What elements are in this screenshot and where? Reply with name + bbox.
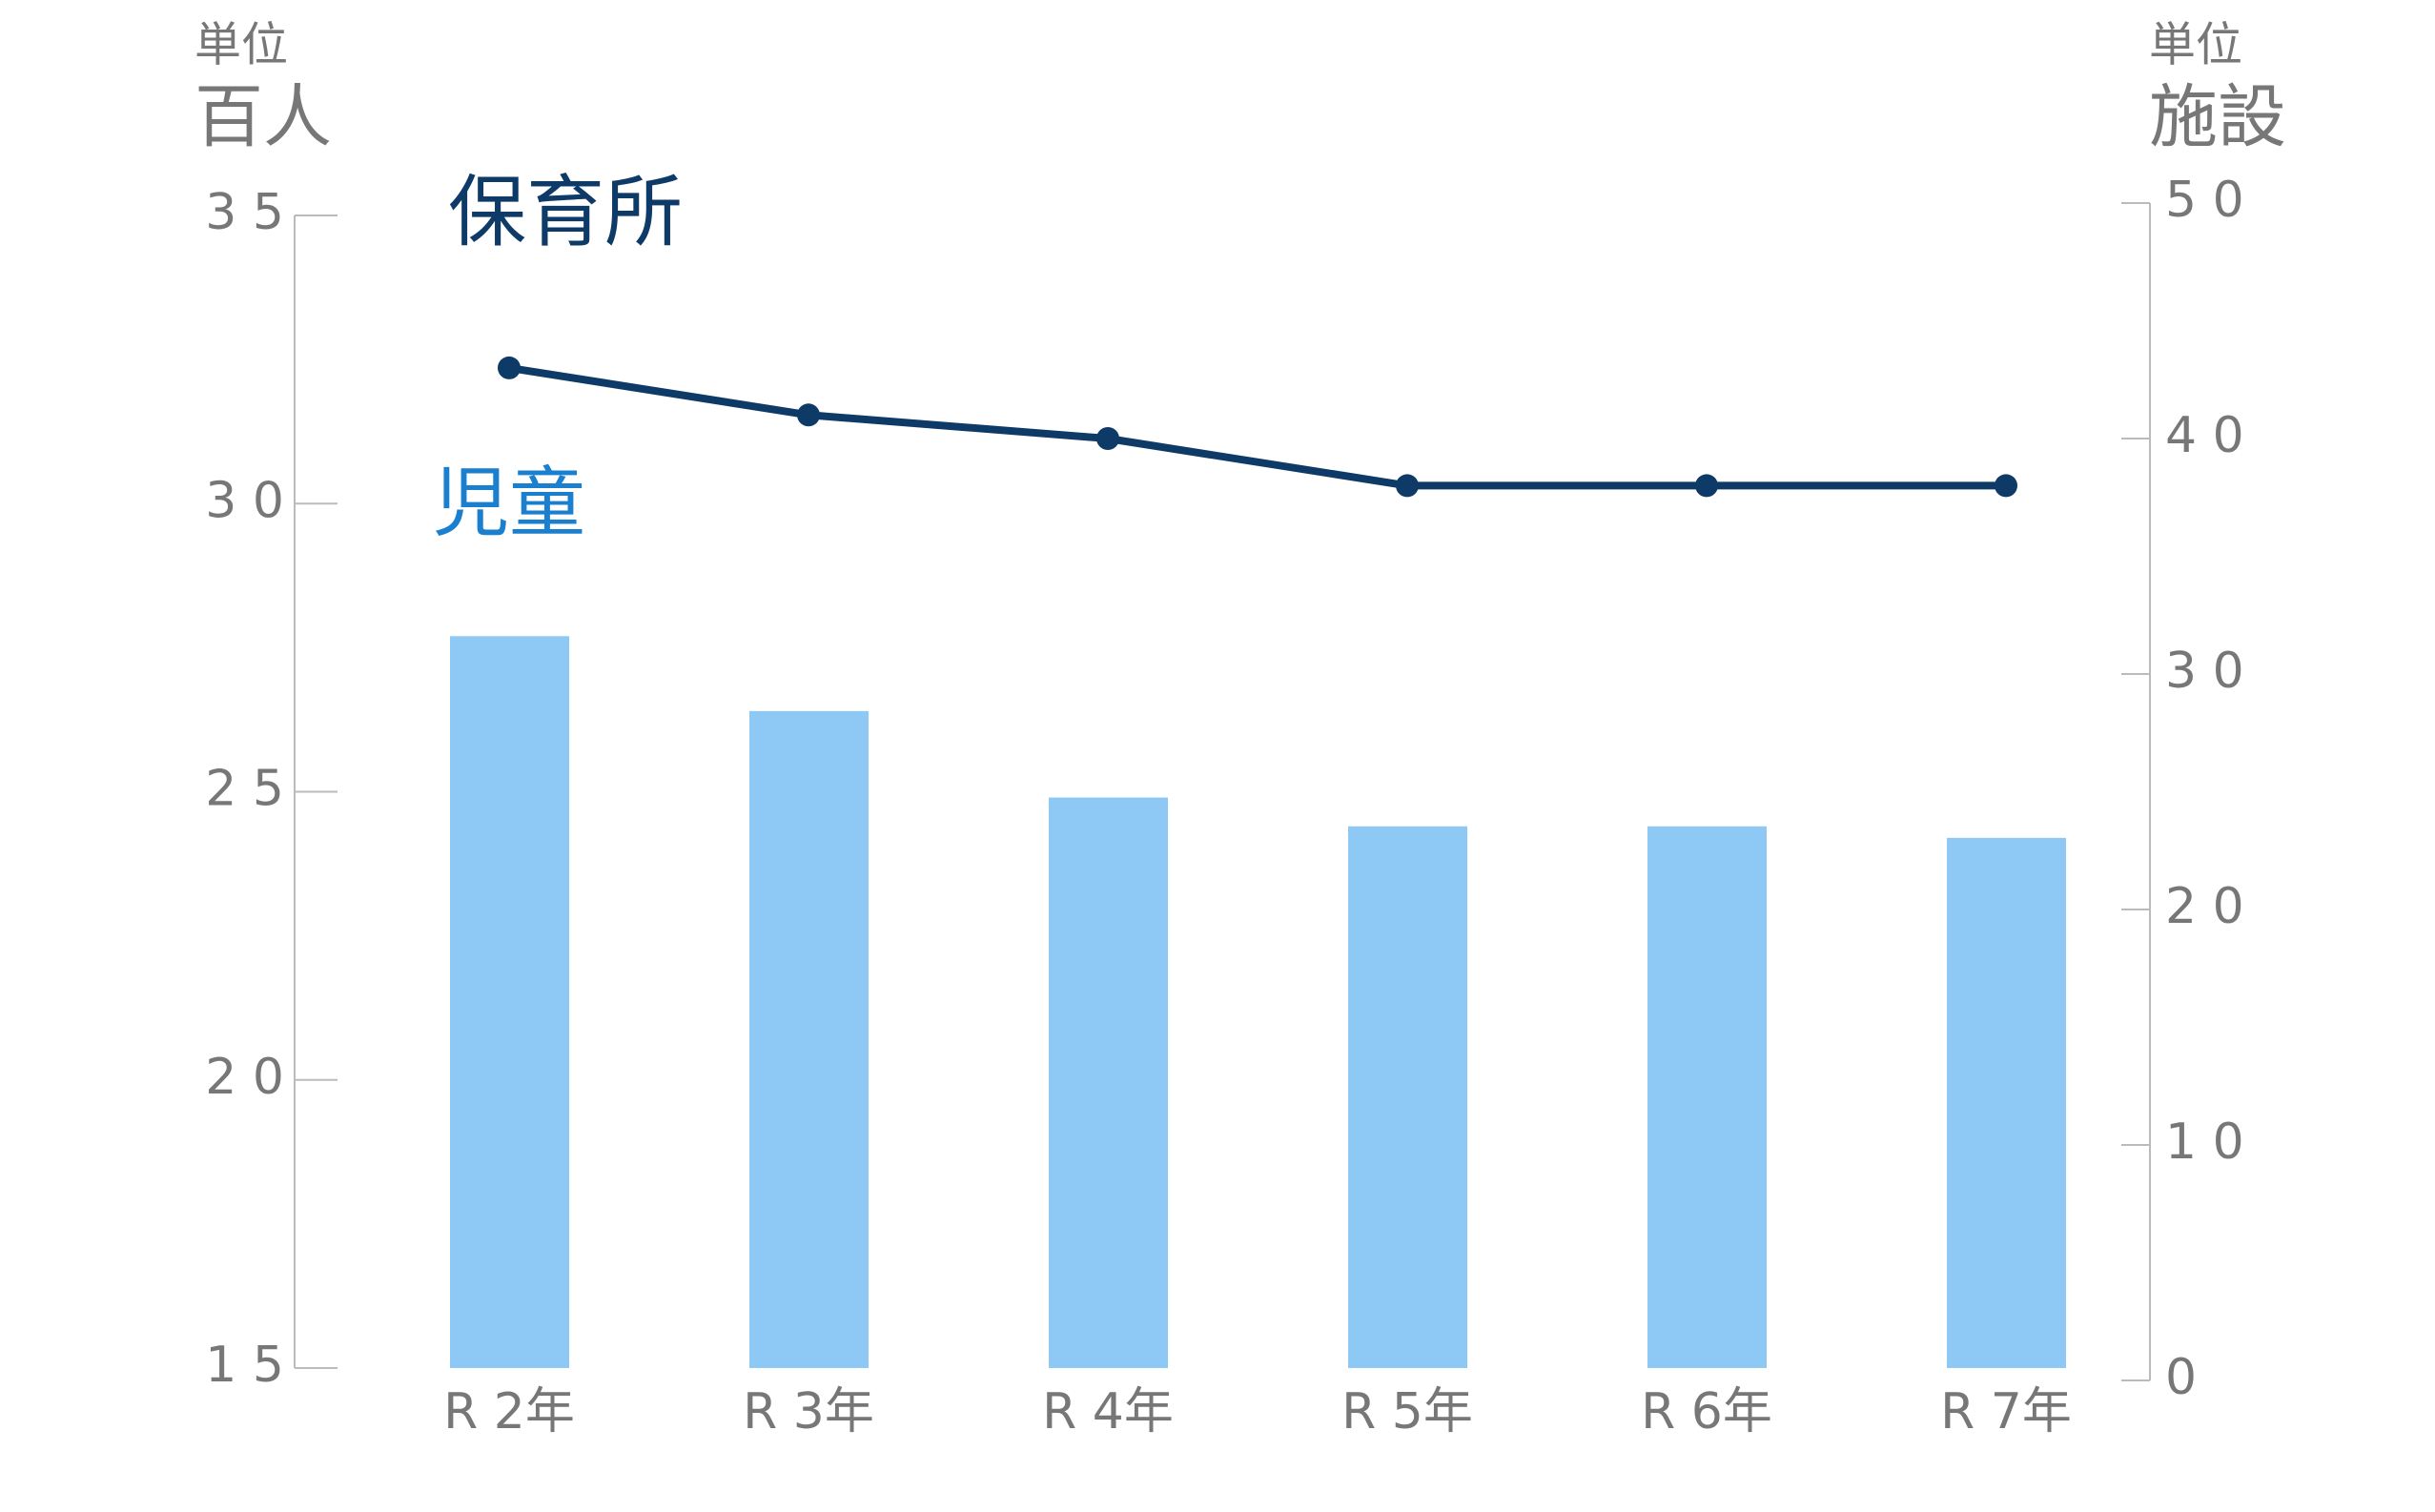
- y-tick-label: 1 5: [205, 1337, 284, 1394]
- y-tick-label: 2 5: [205, 761, 284, 818]
- bar: [1049, 797, 1168, 1368]
- series-label: 保育所: [448, 167, 683, 257]
- x-tick-label: R 2年: [443, 1383, 575, 1440]
- y2-tick-label: 3 0: [2165, 643, 2244, 700]
- y-tick-label: 3 0: [205, 472, 284, 529]
- marker: [1096, 427, 1119, 450]
- y-unit: 百人: [194, 77, 332, 157]
- y2-tick-label: 4 0: [2165, 407, 2244, 464]
- x-tick-label: R 4年: [1042, 1383, 1174, 1440]
- marker: [797, 403, 820, 427]
- x-tick-label: R 3年: [743, 1383, 874, 1440]
- y2-tick-label: 5 0: [2165, 172, 2244, 229]
- marker: [1695, 474, 1718, 498]
- y2-tick-label: 0: [2165, 1349, 2197, 1406]
- y-tick-label: 2 0: [205, 1049, 284, 1106]
- y2-tick-label: 1 0: [2165, 1114, 2244, 1171]
- marker: [1396, 474, 1419, 498]
- y2-unit: 施設: [2149, 77, 2286, 157]
- y-tick-label: 3 5: [205, 184, 284, 241]
- bar: [749, 710, 869, 1368]
- y2-unit-label: 単位: [2149, 18, 2242, 72]
- marker: [1995, 474, 2017, 498]
- bar: [1348, 826, 1467, 1368]
- x-tick-label: R 5年: [1341, 1383, 1473, 1440]
- x-tick-label: R 6年: [1641, 1383, 1772, 1440]
- marker: [498, 356, 521, 379]
- bar: [1647, 826, 1767, 1368]
- bar: [1947, 837, 2066, 1368]
- line: [508, 363, 2006, 490]
- y-unit-label: 単位: [194, 18, 288, 72]
- y2-tick-label: 2 0: [2165, 878, 2244, 935]
- x-tick-label: R 7年: [1940, 1383, 2072, 1440]
- series-label: 児童: [433, 459, 585, 547]
- bar: [450, 636, 569, 1368]
